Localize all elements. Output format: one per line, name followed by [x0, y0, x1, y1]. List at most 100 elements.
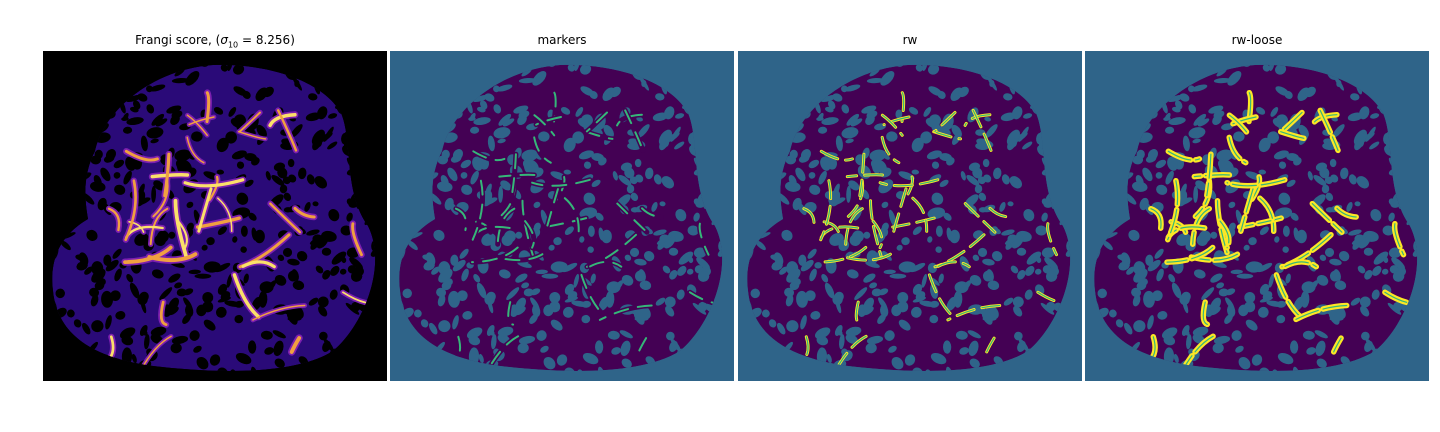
frangi-hole — [233, 114, 246, 126]
seg-hole — [1359, 296, 1371, 308]
seg-hole — [668, 247, 679, 256]
seg-hole — [1285, 273, 1291, 284]
seg-hole — [1191, 84, 1208, 92]
seg-hole — [1181, 324, 1190, 336]
frangi-hole — [146, 104, 155, 114]
seg-hole — [1277, 353, 1294, 365]
frangi-hole — [110, 290, 121, 301]
seg-hole — [662, 265, 671, 274]
seg-hole — [776, 322, 786, 335]
seg-hole — [1363, 247, 1374, 256]
vessel-core — [820, 150, 853, 161]
seg-hole — [1278, 161, 1287, 169]
seg-hole — [779, 266, 788, 275]
seg-hole — [538, 131, 550, 142]
vessel-core — [819, 246, 867, 263]
seg-hole — [826, 353, 832, 364]
seg-hole — [953, 295, 961, 307]
seg-hole — [472, 156, 483, 171]
frangi-hole — [174, 149, 192, 162]
seg-hole — [578, 150, 594, 160]
seg-hole — [1258, 169, 1267, 175]
seg-hole — [1273, 150, 1289, 160]
seg-hole — [436, 287, 447, 298]
frangi-hole — [105, 315, 112, 330]
vessel-core — [1167, 180, 1179, 241]
seg-hole — [1321, 184, 1330, 194]
seg-hole — [966, 175, 980, 186]
markers-panel — [390, 51, 734, 381]
seg-hole — [655, 93, 665, 101]
frangi-hole — [126, 274, 134, 283]
seg-hole — [1302, 330, 1315, 340]
frangi-hole — [234, 300, 245, 308]
seg-hole — [898, 319, 911, 331]
seg-hole — [1152, 290, 1163, 301]
frangi-hole — [115, 311, 126, 320]
vessel-core — [1394, 223, 1405, 256]
seg-hole — [580, 114, 593, 126]
marker-seed — [563, 197, 580, 233]
seg-hole — [676, 289, 685, 300]
seg-hole — [541, 273, 559, 279]
frangi-hole — [290, 124, 303, 138]
frangi-hole — [75, 254, 88, 262]
seg-hole — [461, 184, 473, 195]
frangi-hole — [171, 77, 190, 84]
seg-hole — [1046, 301, 1056, 312]
seg-hole — [1365, 126, 1376, 142]
frangi-hole — [217, 283, 228, 295]
frangi-hole — [216, 169, 225, 175]
frangi-hole — [282, 176, 291, 185]
frangi-vessel — [163, 152, 171, 198]
vessel-core — [912, 197, 928, 232]
frangi-texture — [52, 64, 376, 371]
frangi-hole — [114, 184, 126, 195]
seg-hole — [605, 295, 613, 307]
seg-hole — [581, 300, 592, 308]
seg-hole — [462, 311, 473, 320]
seg-hole — [1017, 269, 1026, 280]
frangi-vessel — [269, 202, 302, 234]
frangi-hole — [151, 185, 157, 203]
seg-hole — [567, 64, 575, 72]
seg-hole — [982, 258, 995, 266]
frangi-hole — [146, 127, 164, 139]
seg-hole — [967, 330, 981, 339]
seg-hole — [817, 126, 828, 134]
vessel-core — [845, 208, 863, 245]
seg-hole — [457, 290, 468, 301]
seg-hole — [1041, 212, 1048, 222]
seg-hole — [835, 135, 843, 152]
marker-seed — [471, 246, 519, 264]
seg-hole — [795, 167, 806, 182]
seg-hole — [1208, 105, 1224, 114]
seg-hole — [626, 184, 635, 194]
seg-hole — [717, 248, 723, 257]
frangi-vessel — [123, 245, 173, 264]
seg-hole — [1248, 237, 1257, 246]
vessel-core — [1037, 291, 1061, 304]
seg-hole — [498, 185, 504, 203]
seg-hole — [1188, 127, 1206, 139]
seg-hole — [1228, 201, 1236, 208]
seg-hole — [437, 181, 453, 192]
frangi-hole — [247, 340, 257, 354]
frangi-hole — [304, 201, 311, 212]
seg-hole — [1132, 181, 1148, 192]
seg-hole — [659, 201, 666, 207]
seg-hole — [601, 229, 612, 244]
seg-hole — [927, 207, 946, 219]
seg-hole — [978, 192, 987, 202]
seg-hole — [513, 105, 529, 114]
seg-hole — [798, 254, 807, 266]
seg-hole — [1216, 149, 1234, 162]
frangi-hole — [316, 106, 328, 120]
seg-hole — [687, 225, 699, 236]
frangi-hole — [312, 201, 319, 207]
marker-seed — [471, 179, 484, 241]
seg-hole — [888, 345, 897, 353]
seg-hole — [775, 259, 782, 268]
seg-hole — [978, 207, 987, 213]
seg-hole — [832, 93, 843, 102]
